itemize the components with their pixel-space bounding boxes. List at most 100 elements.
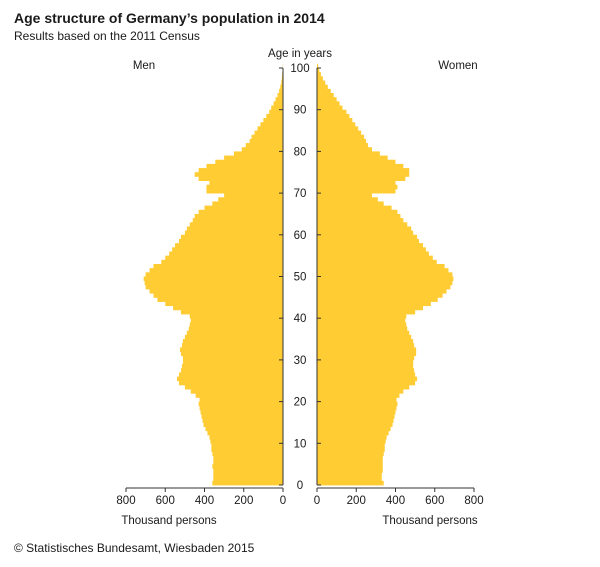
men-bar-age-42 (173, 305, 283, 311)
men-bar-age-4 (212, 464, 283, 469)
men-value-tick-label: 800 (116, 495, 135, 507)
women-bar-age-72 (317, 180, 396, 186)
women-bar-age-83 (317, 134, 365, 140)
women-bar-age-51 (317, 268, 449, 273)
women-bar-age-93 (317, 93, 334, 98)
women-bar-age-80 (317, 147, 372, 152)
men-bar-age-27 (180, 368, 283, 373)
men-bar-age-89 (269, 109, 283, 115)
men-bar-age-83 (251, 134, 283, 140)
chart-title: Age structure of Germany’s population in… (14, 10, 325, 26)
age-tick-label: 40 (294, 313, 307, 325)
women-bar-age-78 (317, 155, 388, 161)
women-bar-age-24 (317, 380, 416, 386)
men-bars (143, 63, 284, 486)
women-bar-age-40 (317, 314, 407, 319)
women-bar-age-7 (317, 451, 384, 457)
men-value-tick-label: 200 (234, 495, 253, 507)
women-bar-age-38 (317, 322, 407, 327)
women-bar-age-66 (317, 205, 392, 211)
women-bar-age-47 (317, 284, 451, 290)
men-bar-age-9 (211, 443, 283, 448)
women-bar-age-62 (317, 222, 408, 227)
men-value-tick-label: 0 (280, 495, 286, 507)
men-bar-age-97 (281, 76, 283, 81)
men-bar-age-51 (149, 268, 283, 273)
women-bar-age-100 (317, 63, 319, 69)
women-bar-age-16 (317, 414, 395, 419)
women-bar-age-21 (317, 393, 400, 398)
men-value-tick-label: 400 (195, 495, 214, 507)
men-bar-age-0 (212, 480, 283, 486)
women-value-tick-label: 0 (314, 495, 320, 507)
men-bar-age-95 (280, 84, 283, 90)
men-bar-age-14 (203, 422, 283, 428)
men-bar-age-76 (206, 163, 283, 169)
men-bar-age-6 (213, 455, 283, 461)
men-bar-age-86 (260, 122, 283, 127)
women-bar-age-49 (317, 276, 454, 282)
men-bar-age-1 (213, 476, 283, 482)
women-bar-age-59 (317, 234, 418, 240)
men-bar-age-21 (195, 393, 283, 398)
men-bar-age-40 (189, 314, 283, 319)
men-bar-age-34 (182, 339, 283, 344)
women-value-tick-label: 600 (425, 495, 444, 507)
women-bar-age-41 (317, 309, 416, 315)
women-bar-age-31 (317, 351, 417, 357)
women-bar-age-23 (317, 384, 410, 390)
women-bar-age-89 (317, 109, 347, 115)
men-bar-age-39 (190, 318, 283, 323)
women-bar-age-28 (317, 364, 414, 369)
age-tick-label: 0 (297, 480, 303, 492)
center-axis-label: Age in years (268, 48, 332, 60)
women-bar-age-90 (317, 105, 343, 111)
men-bar-age-22 (190, 389, 283, 394)
women-bar-age-55 (317, 251, 429, 257)
women-bar-age-57 (317, 243, 423, 248)
women-bar-age-10 (317, 439, 386, 444)
women-bar-age-0 (317, 480, 384, 486)
age-tick-label: 90 (294, 105, 307, 117)
women-bar-age-97 (317, 76, 323, 81)
women-bar-age-44 (317, 297, 438, 302)
women-bar-age-67 (317, 201, 384, 207)
women-bar-age-64 (317, 213, 401, 219)
men-bar-age-94 (279, 88, 283, 94)
women-bar-age-26 (317, 372, 416, 377)
men-bar-age-23 (184, 384, 284, 390)
women-bar-age-11 (317, 434, 387, 440)
women-bar-age-87 (317, 118, 353, 123)
source-note: © Statistisches Bundesamt, Wiesbaden 201… (14, 541, 255, 555)
men-bar-age-49 (143, 276, 283, 282)
women-bar-age-68 (317, 197, 378, 202)
women-bar-age-20 (317, 397, 397, 402)
men-bar-age-58 (178, 238, 283, 244)
age-tick-label: 20 (294, 397, 307, 409)
women-bar-age-46 (317, 289, 447, 294)
women-bar-age-58 (317, 238, 420, 244)
women-bar-age-14 (317, 422, 393, 428)
men-bar-age-37 (188, 326, 283, 332)
men-bar-age-2 (213, 472, 283, 478)
women-bar-age-2 (317, 472, 382, 478)
men-bar-age-65 (198, 209, 283, 215)
men-bar-age-46 (149, 289, 283, 294)
men-bar-age-87 (263, 118, 284, 123)
women-bar-age-71 (317, 184, 398, 190)
women-bar-age-94 (317, 88, 331, 94)
women-bar-age-29 (317, 359, 414, 365)
men-bar-age-74 (194, 172, 283, 177)
men-bar-age-93 (277, 93, 283, 98)
women-bar-age-45 (317, 293, 443, 298)
men-bar-age-25 (177, 376, 283, 382)
women-bar-age-37 (317, 326, 408, 332)
men-bar-age-57 (175, 243, 283, 248)
men-bar-age-32 (179, 347, 283, 352)
men-bar-age-64 (194, 213, 283, 219)
men-bar-age-56 (172, 247, 283, 252)
age-tick-label: 30 (294, 355, 307, 367)
women-bar-age-77 (317, 159, 396, 165)
